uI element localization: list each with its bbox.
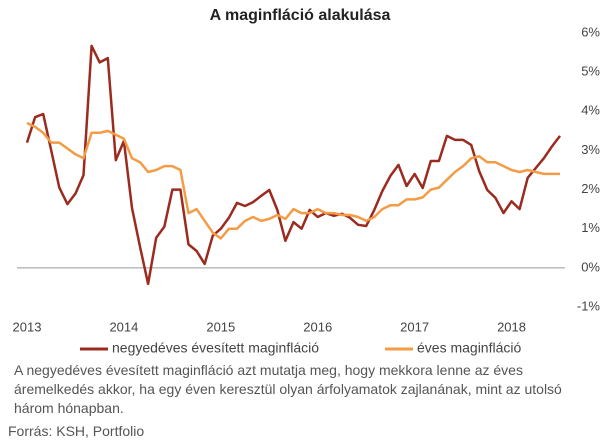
x-tick-label: 2014 bbox=[109, 319, 138, 334]
legend-label: éves maginfláció bbox=[417, 340, 521, 356]
line-series bbox=[26, 121, 560, 240]
x-tick-label: 2018 bbox=[497, 319, 526, 334]
y-tick-label: 1% bbox=[581, 220, 600, 235]
x-tick-label: 2015 bbox=[206, 319, 235, 334]
y-tick-label: 5% bbox=[581, 64, 600, 79]
chart-title: A maginfláció alakulása bbox=[210, 7, 391, 24]
y-tick-label: 6% bbox=[581, 24, 600, 39]
y-tick-label: 4% bbox=[581, 103, 600, 118]
y-tick-label: 0% bbox=[581, 259, 600, 274]
note: A negyedéves évesített maginfláció azt m… bbox=[14, 362, 562, 416]
legend-label: negyedéves évesített maginfláció bbox=[112, 340, 319, 356]
x-tick-label: 2016 bbox=[303, 319, 332, 334]
y-tick-label: -1% bbox=[577, 298, 601, 313]
line-series bbox=[25, 44, 561, 286]
source: Forrás: KSH, Portfolio bbox=[8, 423, 145, 439]
y-tick-label: 3% bbox=[581, 142, 600, 157]
chart: A maginfláció alakulása -1% 0% 1% 2% 3% 4% 5% 6… bbox=[13, 7, 601, 356]
x-tick-label: 2017 bbox=[400, 319, 429, 334]
x-tick-label: 2013 bbox=[13, 319, 42, 334]
y-tick-label: 2% bbox=[581, 181, 600, 196]
